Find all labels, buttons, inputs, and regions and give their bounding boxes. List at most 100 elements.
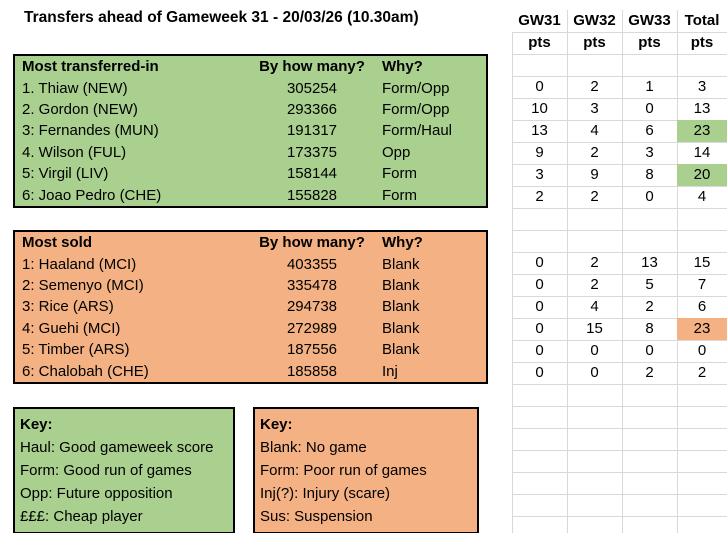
pts-row: 0 2 1 3	[512, 76, 727, 98]
transfer-reason: Blank	[382, 277, 420, 295]
key-line: Form: Poor run of games	[260, 462, 427, 479]
table-row: 2. Gordon (NEW) 293366 Form/Opp	[15, 99, 486, 120]
pts-row: 9 2 3 14	[512, 142, 727, 164]
gw31-pts: 13	[531, 122, 548, 139]
total-pts: 13	[693, 100, 711, 117]
pts-row: 0 2 5 7	[512, 274, 727, 296]
table-row: 2: Semenyo (MCI) 335478 Blank	[15, 275, 486, 296]
player-name: 5: Virgil (LIV)	[22, 165, 109, 183]
player-name: 1: Haaland (MCI)	[22, 255, 137, 273]
table-row: 6: Joao Pedro (CHE) 155828 Form	[15, 185, 486, 206]
gw31-pts: 10	[531, 100, 548, 117]
transfer-count: 403355	[286, 255, 338, 273]
total-pts: 7	[697, 276, 707, 293]
gw32-pts: 4	[590, 298, 599, 315]
key-line: Form: Good run of games	[20, 462, 192, 479]
gw32-header: GW32	[573, 12, 616, 29]
gw33-header: GW33	[628, 12, 671, 29]
gw32-pts: 4	[590, 122, 599, 139]
gw31-pts: 9	[535, 144, 544, 161]
total-pts-label: pts	[690, 34, 714, 51]
gw33-pts-label: pts	[638, 34, 661, 51]
transfer-count: 155828	[286, 186, 338, 204]
gridline-vertical	[512, 32, 513, 533]
gw32-pts: 2	[590, 254, 599, 271]
transfer-reason: Form	[382, 186, 417, 204]
total-pts-highlighted: 20	[677, 164, 727, 186]
player-name: 3: Fernandes (MUN)	[22, 122, 159, 140]
pts-row: 0 2 13 15	[512, 252, 727, 274]
transfer-count: 158144	[286, 165, 338, 183]
transfer-count: 191317	[286, 122, 338, 140]
player-name: 4: Guehi (MCI)	[22, 319, 121, 337]
table-row: 3: Fernandes (MUN) 191317 Form/Haul	[15, 120, 486, 141]
total-pts: 0	[697, 342, 707, 359]
gridline-vertical	[622, 10, 623, 533]
gw33-pts: 0	[645, 100, 654, 117]
why-column-header: Why?	[382, 58, 423, 76]
transfer-count: 293366	[286, 101, 338, 119]
key-line: £££: Cheap player	[20, 508, 143, 525]
total-pts: 15	[693, 254, 711, 271]
pts-row: 0 15 8 23	[512, 318, 727, 340]
gw31-pts: 3	[535, 166, 544, 183]
gw31-header: GW31	[518, 12, 561, 29]
gw33-pts: 13	[641, 254, 658, 271]
table-row: 5: Timber (ARS) 187556 Blank	[15, 339, 486, 360]
gw31-pts: 0	[535, 364, 544, 381]
total-pts: 6	[697, 298, 707, 315]
page-title: Transfers ahead of Gameweek 31 - 20/03/2…	[24, 9, 419, 26]
player-name: 3: Rice (ARS)	[22, 298, 114, 316]
key-line: Inj(?): Injury (scare)	[260, 485, 391, 502]
gw32-pts: 2	[590, 78, 599, 95]
key-line: Opp: Future opposition	[20, 485, 173, 502]
gw33-pts: 2	[645, 364, 654, 381]
gw31-pts: 0	[535, 78, 544, 95]
most-sold-table: Most sold By how many? Why? 1: Haaland (…	[13, 230, 488, 384]
gw32-pts: 0	[590, 342, 599, 359]
pts-subheader-row: pts pts pts pts	[512, 32, 727, 54]
gw33-pts: 1	[645, 78, 654, 95]
player-name: 2. Gordon (NEW)	[22, 101, 138, 119]
player-name: 4. Wilson (FUL)	[22, 143, 127, 161]
gw33-pts: 2	[645, 298, 654, 315]
gw32-pts: 15	[586, 320, 603, 337]
gridline-vertical	[567, 10, 568, 533]
gw32-pts-label: pts	[583, 34, 606, 51]
gw31-pts: 0	[535, 298, 544, 315]
gw32-pts: 2	[590, 144, 599, 161]
gw32-pts: 2	[590, 188, 599, 205]
transfer-reason: Form	[382, 165, 417, 183]
most-sold-header-row: Most sold By how many? Why?	[15, 232, 486, 253]
gw33-pts: 0	[645, 188, 654, 205]
gw31-pts: 0	[535, 320, 544, 337]
player-name: 2: Semenyo (MCI)	[22, 277, 144, 295]
player-name: 1. Thiaw (NEW)	[22, 79, 128, 97]
pts-row: 3 9 8 20	[512, 164, 727, 186]
key-line: Sus: Suspension	[260, 508, 373, 525]
gw31-pts-label: pts	[528, 34, 551, 51]
player-name: 6: Joao Pedro (CHE)	[22, 186, 162, 204]
player-name: 6: Chalobah (CHE)	[22, 362, 149, 380]
pts-row: 0 0 0 0	[512, 340, 727, 362]
transfer-reason: Inj	[382, 362, 398, 380]
gw33-pts: 8	[645, 166, 654, 183]
gw32-pts: 2	[590, 276, 599, 293]
key-title: Key:	[260, 416, 293, 433]
most-sold-title: Most sold	[22, 234, 92, 252]
player-name: 5: Timber (ARS)	[22, 341, 130, 359]
total-pts: 2	[697, 364, 707, 381]
key-title: Key:	[20, 416, 53, 433]
transfer-count: 294738	[286, 298, 338, 316]
gw33-pts: 5	[645, 276, 654, 293]
pts-row: 10 3 0 13	[512, 98, 727, 120]
pts-row: 13 4 6 23	[512, 120, 727, 142]
transferred-in-table: Most transferred-in By how many? Why? 1.…	[13, 54, 488, 208]
transfer-reason: Form/Opp	[382, 101, 450, 119]
table-row: 4. Wilson (FUL) 173375 Opp	[15, 142, 486, 163]
key-line: Blank: No game	[260, 439, 367, 456]
table-row: 5: Virgil (LIV) 158144 Form	[15, 163, 486, 184]
transfer-reason: Blank	[382, 319, 420, 337]
count-column-header: By how many?	[259, 58, 365, 76]
pts-row: 0 0 2 2	[512, 362, 727, 384]
